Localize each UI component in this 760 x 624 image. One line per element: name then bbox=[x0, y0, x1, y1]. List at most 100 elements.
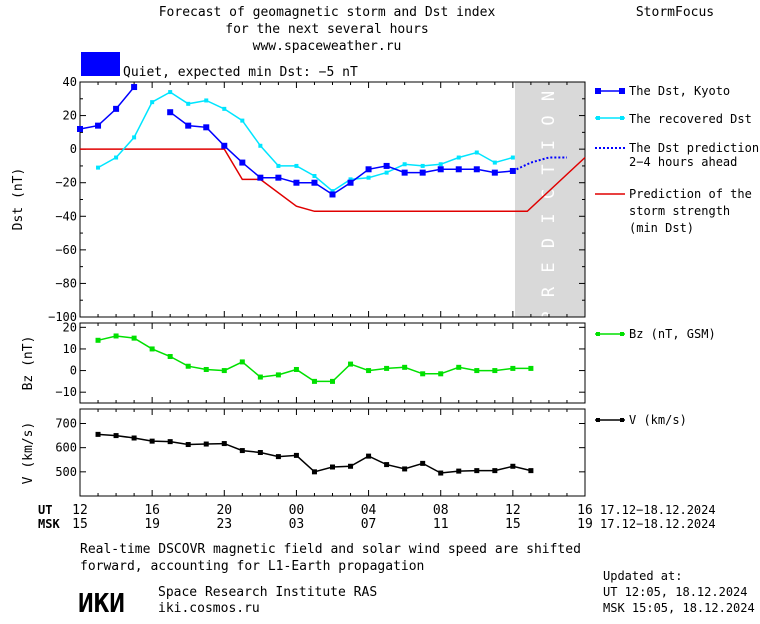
dst-recovered-point bbox=[402, 162, 407, 167]
v-line bbox=[97, 433, 532, 474]
v-point bbox=[203, 441, 209, 447]
bz-point bbox=[149, 346, 155, 352]
v-point bbox=[185, 442, 191, 448]
v-point bbox=[402, 466, 408, 472]
v-point bbox=[311, 469, 317, 475]
v-point bbox=[330, 464, 335, 470]
ut-tick-label: 20 bbox=[216, 503, 232, 518]
bz-point bbox=[131, 335, 137, 341]
y-tick-label: 600 bbox=[55, 441, 77, 455]
v-point bbox=[239, 448, 245, 454]
bz-axis-label: Bz (nT) bbox=[21, 336, 36, 391]
v-point bbox=[257, 450, 263, 455]
dst-kyoto-point bbox=[275, 174, 282, 181]
legend-kyoto-marker bbox=[595, 88, 601, 94]
y-tick-label: 0 bbox=[70, 142, 77, 156]
bz-point bbox=[420, 371, 426, 377]
prediction-label-letter: D bbox=[539, 238, 559, 248]
v-point bbox=[131, 435, 137, 441]
legend-recovered-marker bbox=[620, 116, 624, 120]
v-point bbox=[95, 431, 101, 437]
dst-recovered-point bbox=[510, 155, 515, 160]
bz-point bbox=[275, 372, 281, 378]
org-name: Space Research Institute RAS bbox=[158, 585, 377, 600]
v-point bbox=[348, 463, 354, 469]
dst-recovered-point bbox=[330, 189, 335, 194]
prediction-label-letter: T bbox=[539, 164, 559, 174]
legend-recovered-label: The recovered Dst bbox=[629, 112, 752, 126]
v-point bbox=[366, 453, 372, 459]
legend-bz-marker bbox=[596, 332, 600, 336]
site-url[interactable]: www.spaceweather.ru bbox=[253, 39, 402, 54]
org-url[interactable]: iki.cosmos.ru bbox=[158, 601, 260, 616]
dst-recovered-point bbox=[132, 135, 137, 140]
dst-recovered-point bbox=[312, 174, 317, 178]
v-point bbox=[384, 462, 390, 468]
bz-point bbox=[492, 368, 498, 374]
bz-point bbox=[366, 368, 372, 374]
dst-recovered-point bbox=[456, 155, 461, 160]
footer-note-line-1: Real-time DSCOVR magnetic field and sola… bbox=[80, 542, 581, 557]
dst-recovered-point bbox=[348, 177, 353, 182]
dst-recovered-point bbox=[168, 90, 173, 95]
v-point bbox=[113, 433, 119, 439]
y-tick-label: 20 bbox=[63, 109, 77, 123]
prediction-band bbox=[515, 82, 585, 317]
bz-point bbox=[293, 366, 299, 372]
dst-recovered-point bbox=[420, 163, 425, 168]
ut-tick-label: 12 bbox=[72, 503, 88, 518]
brand-name: StormFocus bbox=[636, 5, 714, 20]
msk-tick-label: 23 bbox=[216, 517, 232, 532]
dst-recovered-point bbox=[492, 160, 497, 165]
ut-tick-label: 00 bbox=[289, 503, 305, 518]
dst-recovered-point bbox=[438, 162, 443, 167]
title-line-1: Forecast of geomagnetic storm and Dst in… bbox=[159, 5, 496, 20]
msk-tick-label: 15 bbox=[72, 517, 88, 532]
bz-point bbox=[384, 365, 390, 371]
dst-kyoto-point bbox=[455, 166, 462, 173]
dst-kyoto-point bbox=[77, 126, 83, 132]
bz-point bbox=[113, 333, 119, 339]
bz-line bbox=[97, 335, 531, 383]
y-tick-label: −40 bbox=[55, 209, 77, 223]
v-point bbox=[438, 470, 444, 476]
y-tick-label: −80 bbox=[55, 276, 77, 290]
dst-kyoto-point bbox=[383, 162, 390, 169]
bz-panel-frame bbox=[79, 322, 586, 404]
bz-point bbox=[257, 374, 263, 380]
bz-point bbox=[474, 368, 480, 374]
dst-kyoto-point bbox=[221, 142, 228, 149]
bz-point bbox=[167, 354, 173, 360]
v-point bbox=[474, 468, 480, 474]
legend-kyoto-marker bbox=[619, 88, 625, 94]
dst-recovered-point bbox=[474, 150, 479, 155]
y-tick-label: 20 bbox=[63, 320, 77, 334]
dst-kyoto-point bbox=[113, 105, 120, 112]
dst-kyoto-point bbox=[347, 179, 354, 186]
prediction-label-letter: E bbox=[539, 262, 559, 272]
v-point bbox=[492, 468, 498, 474]
y-tick-label: −100 bbox=[48, 310, 77, 324]
msk-tick-label: 03 bbox=[289, 517, 305, 532]
y-tick-label: 40 bbox=[63, 75, 77, 89]
footer-note-line-2: forward, accounting for L1-Earth propaga… bbox=[80, 559, 424, 574]
iki-logo: ИКИ bbox=[78, 589, 125, 619]
legend-prediction-label-1: The Dst prediction bbox=[629, 141, 759, 155]
bz-point bbox=[528, 365, 534, 371]
y-tick-label: −20 bbox=[55, 176, 77, 190]
v-point bbox=[456, 468, 462, 474]
dst-kyoto-point bbox=[185, 122, 192, 129]
ut-tick-label: 08 bbox=[433, 503, 449, 518]
v-point bbox=[293, 452, 299, 458]
prediction-label-letter: I bbox=[539, 213, 559, 223]
bz-point bbox=[239, 359, 245, 365]
prediction-label-letter: I bbox=[539, 140, 559, 150]
ut-axis-label: UT bbox=[38, 503, 52, 517]
y-tick-label: −10 bbox=[55, 385, 77, 399]
title-line-2: for the next several hours bbox=[225, 22, 429, 37]
updated-ut: UT 12:05, 18.12.2024 bbox=[603, 585, 748, 599]
dst-kyoto-line bbox=[79, 86, 135, 130]
